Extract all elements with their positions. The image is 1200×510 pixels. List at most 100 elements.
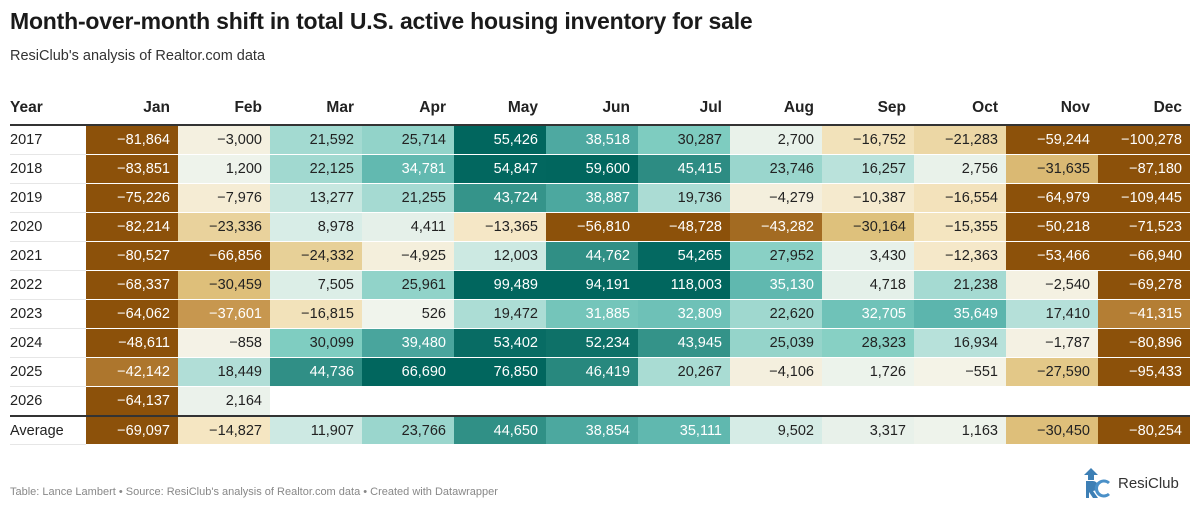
- heatmap-cell: −71,523: [1098, 212, 1190, 242]
- year-row: 2018 −83,851 1,200 22,125 34,781 54,847 59,600…: [10, 154, 1190, 184]
- heatmap-cell: 44,650: [454, 415, 546, 445]
- heatmap-cell: −80,527: [86, 241, 178, 271]
- row-label: 2020: [10, 212, 86, 242]
- heatmap-cell: 9,502: [730, 415, 822, 445]
- heatmap-cell: 30,099: [270, 328, 362, 358]
- resiclub-logo-icon: [1084, 468, 1110, 498]
- year-row: 2025 −42,142 18,449 44,736 66,690 76,850 46,41…: [10, 357, 1190, 387]
- heatmap-cell: −15,355: [914, 212, 1006, 242]
- heatmap-cell: 22,620: [730, 299, 822, 329]
- heatmap-cell: 55,426: [454, 125, 546, 155]
- heatmap-cell: −10,387: [822, 183, 914, 213]
- heatmap-cell: −30,450: [1006, 415, 1098, 445]
- heatmap-cell: −4,279: [730, 183, 822, 213]
- heatmap-cell: 54,265: [638, 241, 730, 271]
- heatmap-cell: 2,700: [730, 125, 822, 155]
- heatmap-cell: 2,164: [178, 386, 270, 417]
- heatmap-cell: 3,317: [822, 415, 914, 445]
- year-row: 2023 −64,062 −37,601 −16,815 526 19,472 31,885…: [10, 299, 1190, 329]
- column-header-feb: Feb: [178, 92, 270, 126]
- heatmap-cell: 44,736: [270, 357, 362, 387]
- heatmap-cell: −80,896: [1098, 328, 1190, 358]
- row-label: Average: [10, 415, 86, 445]
- heatmap-cell: 12,003: [454, 241, 546, 271]
- heatmap-cell: 94,191: [546, 270, 638, 300]
- year-row: 2024 −48,611 −858 30,099 39,480 53,402 52,234 4…: [10, 328, 1190, 358]
- row-label: 2022: [10, 270, 86, 300]
- row-label: 2019: [10, 183, 86, 213]
- column-header-apr: Apr: [362, 92, 454, 126]
- heatmap-cell: 46,419: [546, 357, 638, 387]
- header-row: Year Jan Feb Mar Apr May Jun Jul Aug Sep Oct Nov De…: [10, 92, 1190, 126]
- heatmap-cell: 32,705: [822, 299, 914, 329]
- heatmap-cell: −30,164: [822, 212, 914, 242]
- heatmap-cell: 39,480: [362, 328, 454, 358]
- heatmap-cell: 35,111: [638, 415, 730, 445]
- heatmap-cell: 54,847: [454, 154, 546, 184]
- heatmap-cell: −81,864: [86, 125, 178, 155]
- heatmap-cell: 27,952: [730, 241, 822, 271]
- heatmap-cell: −4,925: [362, 241, 454, 271]
- heatmap-cell: 3,430: [822, 241, 914, 271]
- heatmap-cell: −66,940: [1098, 241, 1190, 271]
- heatmap-cell: 43,724: [454, 183, 546, 213]
- heatmap-cell: −69,097: [86, 415, 178, 445]
- heatmap-cell: −4,106: [730, 357, 822, 387]
- chart-title: Month-over-month shift in total U.S. act…: [10, 8, 753, 34]
- heatmap-cell: 31,885: [546, 299, 638, 329]
- heatmap-cell: 23,766: [362, 415, 454, 445]
- heatmap-cell: −12,363: [914, 241, 1006, 271]
- heatmap-cell: 35,130: [730, 270, 822, 300]
- heatmap-cell: 18,449: [178, 357, 270, 387]
- heatmap-cell: −64,137: [86, 386, 178, 417]
- heatmap-cell: −82,214: [86, 212, 178, 242]
- column-header-mar: Mar: [270, 92, 362, 126]
- heatmap-cell: 20,267: [638, 357, 730, 387]
- heatmap-cell: 38,518: [546, 125, 638, 155]
- heatmap-cell: [454, 386, 546, 417]
- column-header-dec: Dec: [1098, 92, 1190, 126]
- heatmap-cell: −16,752: [822, 125, 914, 155]
- heatmap-cell: −48,728: [638, 212, 730, 242]
- heatmap-cell: −27,590: [1006, 357, 1098, 387]
- year-row: 2021 −80,527 −66,856 −24,332 −4,925 12,003 44,…: [10, 241, 1190, 271]
- heatmap-cell: −14,827: [178, 415, 270, 445]
- column-header-jul: Jul: [638, 92, 730, 126]
- heatmap-cell: 99,489: [454, 270, 546, 300]
- heatmap-cell: [822, 386, 914, 417]
- heatmap-cell: 8,978: [270, 212, 362, 242]
- heatmap-cell: −37,601: [178, 299, 270, 329]
- heatmap-cell: [546, 386, 638, 417]
- row-label: 2025: [10, 357, 86, 387]
- heatmap-cell: 21,592: [270, 125, 362, 155]
- heatmap-cell: 34,781: [362, 154, 454, 184]
- column-header-jun: Jun: [546, 92, 638, 126]
- row-label: 2017: [10, 125, 86, 155]
- heatmap-cell: [730, 386, 822, 417]
- heatmap-cell: 2,756: [914, 154, 1006, 184]
- heatmap-cell: −109,445: [1098, 183, 1190, 213]
- heatmap-cell: −31,635: [1006, 154, 1098, 184]
- heatmap-cell: −87,180: [1098, 154, 1190, 184]
- column-header-may: May: [454, 92, 546, 126]
- heatmap-cell: 23,746: [730, 154, 822, 184]
- chart-subtitle: ResiClub's analysis of Realtor.com data: [10, 48, 266, 64]
- heatmap-cell: 19,472: [454, 299, 546, 329]
- year-row: 2017 −81,864 −3,000 21,592 25,714 55,426 38,51…: [10, 125, 1190, 155]
- heatmap-cell: 38,854: [546, 415, 638, 445]
- heatmap-cell: −53,466: [1006, 241, 1098, 271]
- heatmap-cell: −64,979: [1006, 183, 1098, 213]
- heatmap-cell: 44,762: [546, 241, 638, 271]
- heatmap-cell: −56,810: [546, 212, 638, 242]
- column-header-sep: Sep: [822, 92, 914, 126]
- heatmap-cell: 76,850: [454, 357, 546, 387]
- heatmap-cell: −21,283: [914, 125, 1006, 155]
- heatmap-cell: −42,142: [86, 357, 178, 387]
- heatmap-cell: 43,945: [638, 328, 730, 358]
- heatmap-cell: 25,961: [362, 270, 454, 300]
- heatmap-table: Year Jan Feb Mar Apr May Jun Jul Aug Sep Oct Nov De…: [10, 92, 1190, 445]
- heatmap-cell: −100,278: [1098, 125, 1190, 155]
- heatmap-cell: −2,540: [1006, 270, 1098, 300]
- heatmap-cell: [638, 386, 730, 417]
